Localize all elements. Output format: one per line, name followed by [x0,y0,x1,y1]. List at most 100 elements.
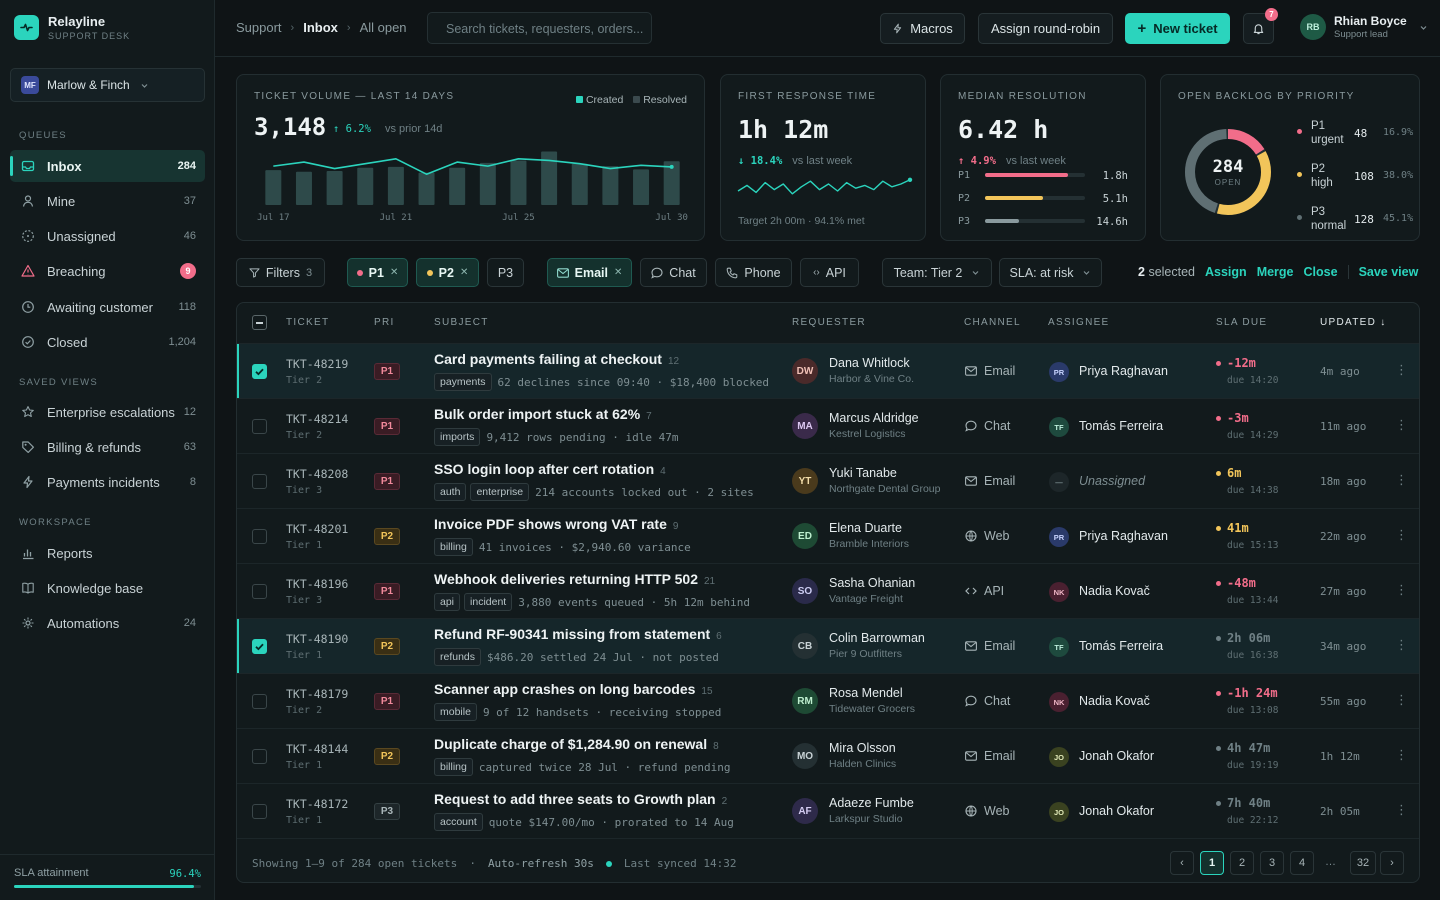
nav-view-payments[interactable]: Payments incidents 8 [10,466,205,498]
ticket-id[interactable]: TKT-48208 [286,467,349,481]
kebab-menu-icon[interactable]: ⋮ [1395,417,1408,432]
nav-inbox[interactable]: Inbox 284 [10,150,205,182]
row-checkbox[interactable] [252,639,267,654]
kebab-menu-icon[interactable]: ⋮ [1395,582,1408,597]
kebab-menu-icon[interactable]: ⋮ [1395,472,1408,487]
col-channel[interactable]: CHANNEL [964,317,1021,328]
requester-name[interactable]: Sasha Ohanian [829,576,916,590]
nav-unassigned[interactable]: Unassigned 46 [10,220,205,252]
filter-chip-p3[interactable]: P3 [487,258,524,287]
row-checkbox[interactable] [252,694,267,709]
bulk-merge-button[interactable]: Merge [1256,265,1294,279]
org-switcher[interactable]: MF Marlow & Finch [10,68,205,102]
kebab-menu-icon[interactable]: ⋮ [1395,747,1408,762]
ticket-tag[interactable]: refunds [434,648,482,666]
page-32-button[interactable]: 32 [1350,851,1376,875]
ticket-subject[interactable]: Scanner app crashes on long barcodes 15 [434,681,713,697]
page-4-button[interactable]: 4 [1290,851,1314,875]
table-row[interactable]: TKT-48179 Tier 2 P1 Scanner app crashes … [237,673,1419,728]
table-row[interactable]: TKT-48208 Tier 3 P1 SSO login loop after… [237,453,1419,508]
ticket-id[interactable]: TKT-48144 [286,742,349,756]
nav-reports[interactable]: Reports [10,537,205,569]
prev-page-button[interactable]: ‹ [1170,851,1194,875]
row-checkbox[interactable] [252,419,267,434]
kebab-menu-icon[interactable]: ⋮ [1395,637,1408,652]
close-icon[interactable]: ✕ [459,267,469,278]
ticket-subject[interactable]: Webhook deliveries returning HTTP 502 21 [434,571,716,587]
ticket-id[interactable]: TKT-48172 [286,797,349,811]
brand[interactable]: Relayline SUPPORT DESK [14,14,130,41]
user-menu[interactable]: RB Rhian Boyce Support lead [1300,14,1428,40]
crumb-inbox[interactable]: Inbox [303,20,338,35]
requester-name[interactable]: Elena Duarte [829,521,902,535]
close-icon[interactable]: ✕ [613,267,623,278]
row-checkbox[interactable] [252,749,267,764]
filter-chip-p2[interactable]: P2 ✕ [416,258,479,287]
ticket-tag[interactable]: billing [434,758,473,776]
save-view-button[interactable]: Save view [1347,265,1418,279]
ticket-id[interactable]: TKT-48201 [286,522,349,536]
requester-name[interactable]: Marcus Aldridge [829,411,919,425]
ticket-tag[interactable]: payments [434,373,492,391]
assignee-name[interactable]: Nadia Kovač [1079,694,1150,708]
nav-breaching[interactable]: Breaching 9 [10,255,205,287]
ticket-tag[interactable]: billing [434,538,473,556]
select-all-checkbox[interactable] [252,315,267,330]
page-3-button[interactable]: 3 [1260,851,1284,875]
nav-mine[interactable]: Mine 37 [10,185,205,217]
filter-chip-api[interactable]: ‹› API [800,258,859,287]
col-ticket[interactable]: TICKET [286,317,330,328]
kebab-menu-icon[interactable]: ⋮ [1395,362,1408,377]
requester-name[interactable]: Adaeze Fumbe [829,796,914,810]
table-row[interactable]: TKT-48190 Tier 1 P2 Refund RF-90341 miss… [237,618,1419,674]
ticket-tag[interactable]: api [434,593,461,611]
col-sla-due[interactable]: SLA DUE [1216,317,1268,328]
row-checkbox[interactable] [252,804,267,819]
ticket-id[interactable]: TKT-48179 [286,687,349,701]
table-row[interactable]: TKT-48144 Tier 1 P2 Duplicate charge of … [237,728,1419,783]
assignee-name[interactable]: Priya Raghavan [1079,529,1168,543]
kebab-menu-icon[interactable]: ⋮ [1395,802,1408,817]
ticket-subject[interactable]: Invoice PDF shows wrong VAT rate 9 [434,516,679,532]
assignee-name[interactable]: Unassigned [1079,474,1146,488]
sla-filter-dropdown[interactable]: SLA: at risk [999,258,1102,287]
table-row[interactable]: TKT-48219 Tier 2 P1 Card payments failin… [237,343,1419,399]
ticket-tag[interactable]: account [434,813,483,831]
next-page-button[interactable]: › [1380,851,1404,875]
nav-knowledge-base[interactable]: Knowledge base [10,572,205,604]
row-checkbox[interactable] [252,364,267,379]
filter-chip-chat[interactable]: Chat [640,258,707,287]
ticket-subject[interactable]: Request to add three seats to Growth pla… [434,791,728,807]
requester-name[interactable]: Colin Barrowman [829,631,925,645]
filters-button[interactable]: Filters 3 [236,258,325,287]
macros-button[interactable]: Macros [880,13,965,44]
bulk-assign-button[interactable]: Assign [1205,265,1247,279]
ticket-tag[interactable]: mobile [434,703,477,721]
requester-name[interactable]: Dana Whitlock [829,356,910,370]
assignee-name[interactable]: Tomás Ferreira [1079,639,1164,653]
ticket-id[interactable]: TKT-48214 [286,412,349,426]
requester-name[interactable]: Yuki Tanabe [829,466,897,480]
ticket-id[interactable]: TKT-48219 [286,357,349,371]
close-icon[interactable]: ✕ [389,267,399,278]
assignee-name[interactable]: Nadia Kovač [1079,584,1150,598]
new-ticket-button[interactable]: + New ticket [1125,13,1230,44]
row-checkbox[interactable] [252,529,267,544]
search-input[interactable]: Search tickets, requesters, orders... [427,12,652,44]
col-subject[interactable]: SUBJECT [434,317,489,328]
crumb-all-open[interactable]: All open [359,20,407,35]
ticket-id[interactable]: TKT-48196 [286,577,349,591]
col-requester[interactable]: REQUESTER [792,317,866,328]
filter-chip-phone[interactable]: Phone [715,258,792,287]
ticket-tag[interactable]: incident [464,593,513,611]
requester-name[interactable]: Rosa Mendel [829,686,903,700]
row-checkbox[interactable] [252,584,267,599]
kebab-menu-icon[interactable]: ⋮ [1395,692,1408,707]
assignee-name[interactable]: Jonah Okafor [1079,804,1155,818]
col-assignee[interactable]: ASSIGNEE [1048,317,1110,328]
col-pri[interactable]: PRI [374,317,395,328]
ticket-tag[interactable]: auth [434,483,467,501]
filter-chip-email[interactable]: Email ✕ [547,258,632,287]
page-1-button[interactable]: 1 [1200,851,1224,875]
crumb-support[interactable]: Support [236,20,282,35]
